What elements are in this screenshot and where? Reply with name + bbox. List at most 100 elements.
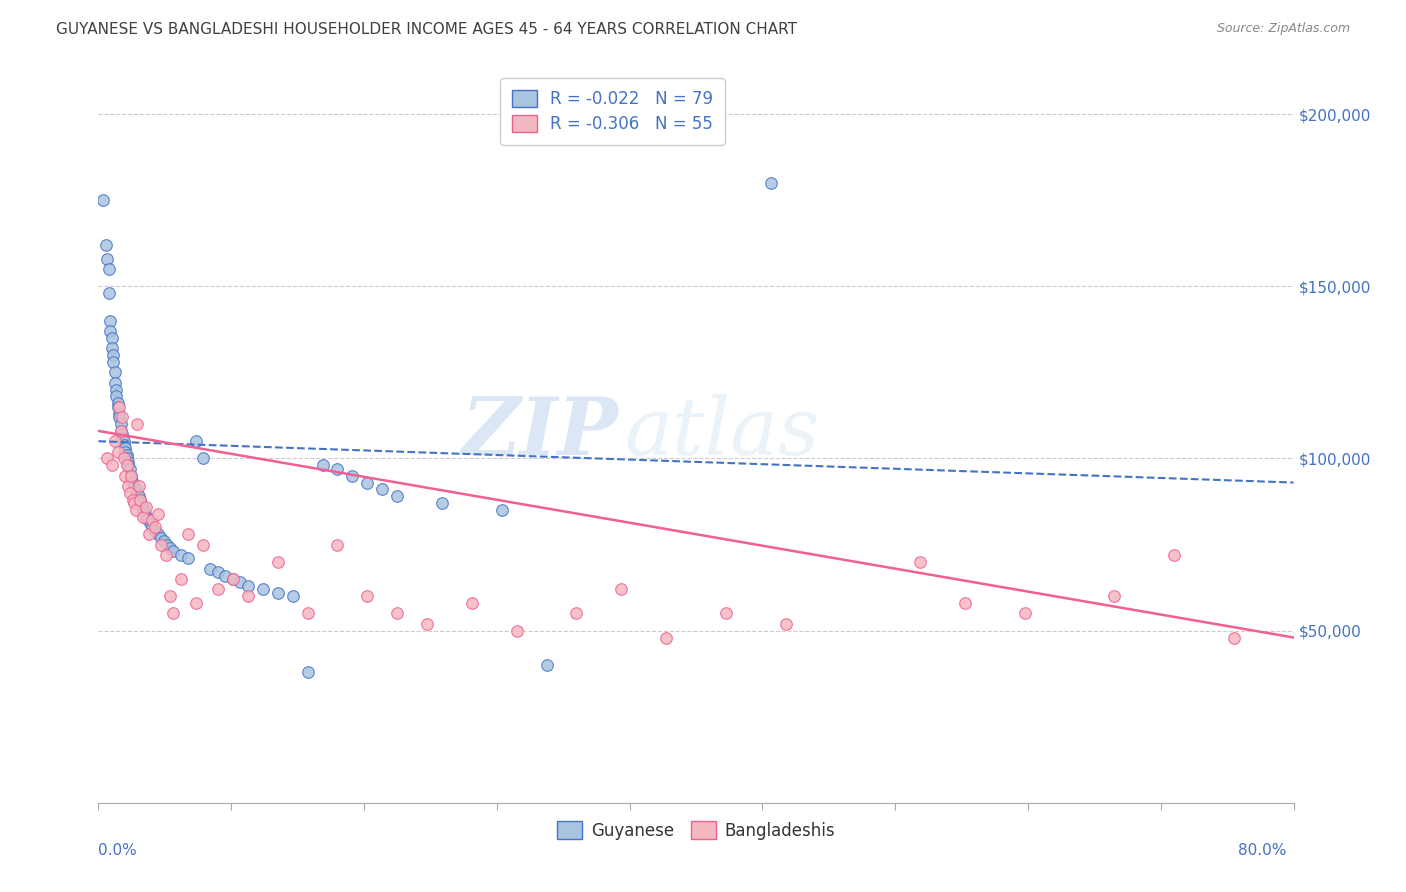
Point [108, 400, 131, 414]
Point [222, 572, 245, 586]
Text: ZIP: ZIP [461, 394, 619, 471]
Text: atlas: atlas [624, 394, 820, 471]
Text: GUYANESE VS BANGLADESHI HOUSEHOLDER INCOME AGES 45 - 64 YEARS CORRELATION CHART: GUYANESE VS BANGLADESHI HOUSEHOLDER INCO… [56, 22, 797, 37]
Point [104, 365, 127, 379]
Point [118, 462, 141, 476]
Point [191, 451, 214, 466]
Point [162, 544, 184, 558]
Point [252, 582, 274, 597]
Point [124, 479, 146, 493]
Point [112, 434, 135, 449]
Point [759, 176, 782, 190]
Point [281, 589, 304, 603]
Point [138, 527, 160, 541]
Point [236, 589, 259, 603]
Point [98, 314, 122, 328]
Point [129, 492, 152, 507]
Point [610, 582, 633, 597]
Point [267, 555, 290, 569]
Point [127, 417, 149, 431]
Point [129, 496, 152, 510]
Point [461, 596, 484, 610]
Point [98, 324, 122, 338]
Point [96, 252, 118, 266]
Point [115, 458, 138, 473]
Point [136, 513, 159, 527]
Point [371, 483, 394, 497]
Point [117, 458, 139, 473]
Point [150, 537, 173, 551]
Point [114, 441, 136, 455]
Point [103, 348, 125, 362]
Point [177, 551, 200, 566]
Point [107, 444, 129, 458]
Point [156, 537, 179, 551]
Text: 80.0%: 80.0% [1239, 843, 1286, 858]
Point [953, 596, 976, 610]
Point [110, 424, 132, 438]
Point [107, 400, 129, 414]
Point [326, 462, 349, 476]
Point [141, 513, 163, 527]
Point [267, 586, 290, 600]
Point [110, 417, 132, 431]
Point [103, 355, 125, 369]
Point [536, 658, 558, 673]
Point [112, 438, 135, 452]
Point [111, 427, 134, 442]
Point [115, 451, 138, 466]
Point [115, 448, 138, 462]
Point [356, 589, 378, 603]
Text: Source: ZipAtlas.com: Source: ZipAtlas.com [1216, 22, 1350, 36]
Point [1163, 548, 1185, 562]
Point [120, 472, 142, 486]
Point [229, 575, 252, 590]
Point [908, 555, 931, 569]
Point [139, 516, 162, 531]
Point [714, 607, 737, 621]
Point [1223, 631, 1246, 645]
Point [159, 541, 181, 555]
Point [121, 492, 143, 507]
Point [356, 475, 378, 490]
Point [121, 475, 143, 490]
Point [108, 410, 131, 425]
Point [155, 548, 177, 562]
Point [1104, 589, 1126, 603]
Point [104, 376, 127, 390]
Point [120, 468, 142, 483]
Point [385, 607, 409, 621]
Point [565, 607, 588, 621]
Point [143, 520, 166, 534]
Point [132, 510, 155, 524]
Point [128, 489, 150, 503]
Point [127, 486, 149, 500]
Point [117, 479, 139, 493]
Point [132, 503, 155, 517]
Point [112, 451, 135, 466]
Point [105, 389, 128, 403]
Point [207, 582, 229, 597]
Point [111, 431, 134, 445]
Point [143, 524, 166, 538]
Point [104, 434, 127, 449]
Point [162, 607, 184, 621]
Point [184, 596, 207, 610]
Point [110, 424, 132, 438]
Point [148, 527, 170, 541]
Point [120, 468, 142, 483]
Point [125, 483, 148, 497]
Point [135, 510, 157, 524]
Point [91, 193, 114, 207]
Point [129, 492, 152, 507]
Point [326, 537, 349, 551]
Point [114, 468, 136, 483]
Point [114, 444, 136, 458]
Point [177, 527, 200, 541]
Point [1014, 607, 1036, 621]
Point [222, 572, 245, 586]
Point [342, 468, 364, 483]
Point [141, 520, 163, 534]
Point [125, 503, 148, 517]
Text: 0.0%: 0.0% [98, 843, 138, 858]
